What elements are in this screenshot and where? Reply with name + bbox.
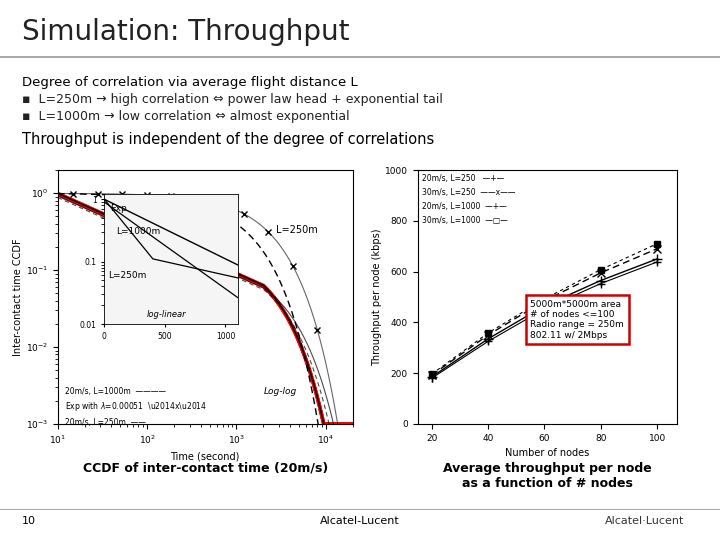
30m/s, L=250 xyxy=(653,246,662,252)
30m/s, L=1000 xyxy=(653,240,662,247)
30m/s, L=1000 xyxy=(596,266,605,273)
Text: Degree of correlation via average flight distance L: Degree of correlation via average flight… xyxy=(22,76,357,89)
Text: Simulation: Throughput: Simulation: Throughput xyxy=(22,18,349,46)
20m/s, L=1000 xyxy=(596,280,605,287)
Text: Throughput is independent of the degree of correlations: Throughput is independent of the degree … xyxy=(22,132,434,147)
Text: ▪  L=250m → high correlation ⇔ power law head + exponential tail: ▪ L=250m → high correlation ⇔ power law … xyxy=(22,93,443,106)
20m/s, L=250 xyxy=(653,256,662,262)
Line: 30m/s, L=1000: 30m/s, L=1000 xyxy=(428,240,660,377)
20m/s, L=1000 xyxy=(540,306,549,312)
Text: 20m/s, L=1000  —+—: 20m/s, L=1000 —+— xyxy=(422,202,507,211)
Line: 30m/s, L=250: 30m/s, L=250 xyxy=(428,245,661,379)
Text: 20m/s, L=250   —+—: 20m/s, L=250 —+— xyxy=(422,174,504,183)
30m/s, L=250 xyxy=(596,269,605,276)
X-axis label: Time (second): Time (second) xyxy=(171,451,240,462)
20m/s, L=1000 xyxy=(428,375,436,381)
20m/s, L=250 xyxy=(596,277,605,284)
X-axis label: Number of nodes: Number of nodes xyxy=(505,448,590,458)
Text: Exp with $\lambda$=0.00051  \u2014x\u2014: Exp with $\lambda$=0.00051 \u2014x\u2014 xyxy=(65,400,207,413)
Line: 20m/s, L=1000: 20m/s, L=1000 xyxy=(428,258,661,382)
30m/s, L=1000 xyxy=(540,296,549,302)
Y-axis label: Throughput per node (kbps): Throughput per node (kbps) xyxy=(372,228,382,366)
30m/s, L=1000 xyxy=(428,371,436,377)
Text: ▪  L=1000m → low correlation ⇔ almost exponential: ▪ L=1000m → low correlation ⇔ almost exp… xyxy=(22,110,349,123)
Text: Exp: Exp xyxy=(110,204,127,213)
Text: 30m/s, L=250  ——x——: 30m/s, L=250 ——x—— xyxy=(422,188,516,197)
30m/s, L=250 xyxy=(428,372,436,379)
Text: L=250m: L=250m xyxy=(108,271,146,280)
Text: Alcatel-Lucent: Alcatel-Lucent xyxy=(320,516,400,525)
Text: 5000m*5000m area
# of nodes <=100
Radio range = 250m
802.11 w/ 2Mbps: 5000m*5000m area # of nodes <=100 Radio … xyxy=(531,300,624,340)
20m/s, L=250 xyxy=(428,374,436,380)
Text: Log-log: Log-log xyxy=(264,387,297,396)
20m/s, L=250 xyxy=(484,336,492,342)
20m/s, L=1000 xyxy=(653,259,662,265)
Text: log-linear: log-linear xyxy=(147,310,186,319)
Text: 20m/s, L=1000m  ————: 20m/s, L=1000m ———— xyxy=(65,387,166,396)
Line: 20m/s, L=250: 20m/s, L=250 xyxy=(427,254,662,382)
20m/s, L=1000 xyxy=(484,338,492,345)
Text: Average throughput per node
as a function of # nodes: Average throughput per node as a functio… xyxy=(443,462,652,490)
Text: 30m/s, L=1000  —□—: 30m/s, L=1000 —□— xyxy=(422,216,508,225)
Text: L=250m: L=250m xyxy=(276,225,318,235)
Text: 10: 10 xyxy=(22,516,35,525)
Y-axis label: Inter-contact time CCDF: Inter-contact time CCDF xyxy=(13,238,23,356)
Text: L=1000m: L=1000m xyxy=(117,227,161,236)
Text: 20m/s, L=250m  ——: 20m/s, L=250m —— xyxy=(65,417,145,427)
20m/s, L=250 xyxy=(540,302,549,309)
30m/s, L=250 xyxy=(484,332,492,338)
30m/s, L=1000 xyxy=(484,330,492,336)
30m/s, L=250 xyxy=(540,298,549,304)
Text: Alcatel·Lucent: Alcatel·Lucent xyxy=(605,516,684,525)
Text: CCDF of inter-contact time (20m/s): CCDF of inter-contact time (20m/s) xyxy=(83,462,328,475)
